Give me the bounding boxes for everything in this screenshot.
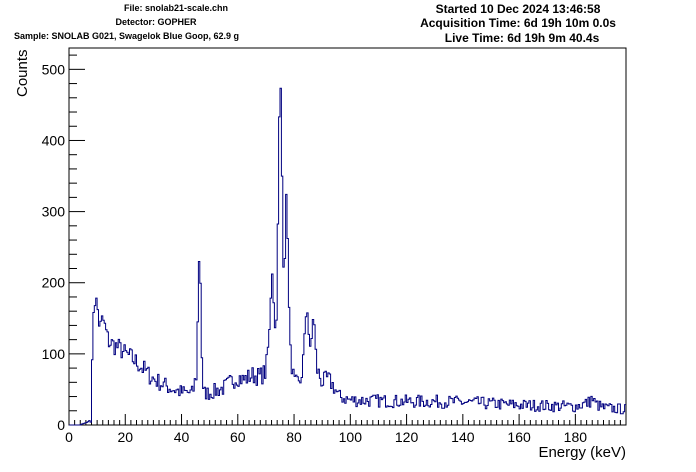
detector-label-text: Detector: GOPHER [115, 17, 197, 27]
acquisition-time-text: Acquisition Time: 6d 19h 10m 0.0s [420, 16, 616, 30]
y-axis-label: Counts [14, 49, 31, 97]
x-tick-label: 0 [65, 429, 73, 445]
y-tick-label: 200 [42, 275, 66, 291]
x-tick-label: 100 [339, 429, 363, 445]
x-tick-label: 140 [451, 429, 475, 445]
y-tick-label: 100 [42, 346, 66, 362]
y-tick-label: 0 [57, 417, 65, 433]
y-axis: 0 100 200 300 400 500 [42, 54, 85, 433]
file-label-text: File: snolab21-scale.chn [123, 3, 229, 13]
x-tick-label: 20 [117, 429, 133, 445]
live-time-text: Live Time: 6d 19h 9m 40.4s [444, 31, 600, 45]
y-tick-label: 300 [42, 204, 66, 220]
plot-frame [68, 47, 627, 426]
x-axis: 0 20 40 60 80 100 120 140 160 180 [65, 414, 627, 445]
sample-label: Sample: SNOLAB G021, Swagelok Blue Goop,… [14, 31, 240, 41]
x-axis-label: Energy (keV) [538, 444, 626, 461]
start-time-text: Started 10 Dec 2024 13:46:58 [435, 2, 601, 16]
x-tick-label: 180 [564, 429, 588, 445]
x-tick-label: 80 [286, 429, 302, 445]
spectrum-series-line [69, 87, 626, 426]
x-tick-label: 40 [174, 429, 190, 445]
x-tick-label: 120 [395, 429, 419, 445]
x-tick-label: 160 [507, 429, 531, 445]
y-tick-label: 500 [42, 61, 66, 77]
x-tick-label: 60 [230, 429, 246, 445]
y-tick-label: 400 [42, 132, 66, 148]
